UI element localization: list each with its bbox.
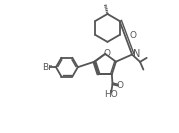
Text: Br: Br	[42, 63, 52, 72]
Text: O: O	[116, 81, 123, 90]
Text: O: O	[103, 49, 110, 58]
Text: N: N	[133, 49, 140, 59]
Text: O: O	[129, 31, 136, 40]
Text: HO: HO	[104, 90, 117, 99]
